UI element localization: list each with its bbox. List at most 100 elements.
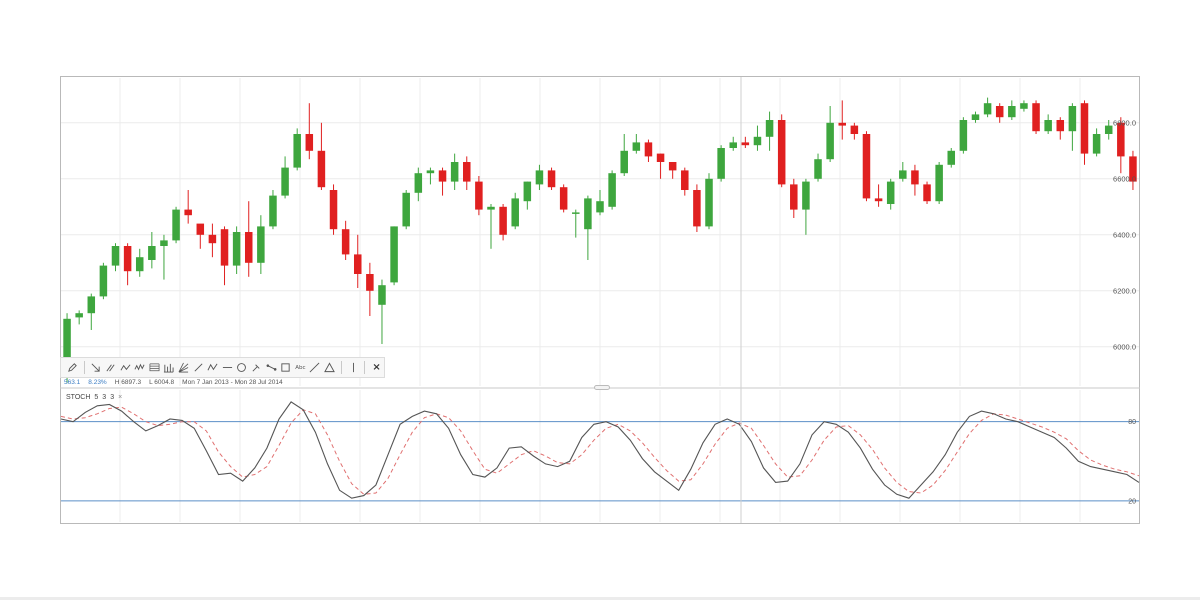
candle: [983, 97, 992, 118]
toolbar-separator: [83, 361, 85, 374]
candle: [765, 111, 774, 151]
price-tick-label: 6800.0: [1113, 118, 1136, 127]
candle-body: [1008, 106, 1016, 118]
candle-body: [184, 209, 192, 216]
bottom-strip: [0, 597, 1200, 600]
candle-body: [765, 120, 774, 137]
change-percent: 8.23%: [88, 379, 107, 386]
candle: [705, 173, 713, 230]
candle: [499, 204, 507, 241]
candle-body: [777, 120, 786, 185]
candle: [220, 226, 229, 286]
candle-body: [329, 190, 338, 230]
vertical-line-icon[interactable]: [347, 361, 360, 375]
rectangle-icon[interactable]: [279, 361, 292, 375]
candle-body: [1056, 120, 1065, 132]
close-icon[interactable]: ×: [372, 362, 381, 373]
candle-body: [1129, 156, 1137, 182]
candle: [341, 220, 350, 260]
candle-body: [523, 181, 532, 202]
zigzag-icon[interactable]: [119, 361, 132, 375]
pencil-icon[interactable]: [66, 361, 79, 375]
price-info-bar: 563.1 8.23% H 6897.3 L 6004.8 Mon 7 Jan …: [64, 379, 283, 389]
price-axis: 6000.0 6200.0 6400.0 6600.0 6800.0: [1113, 118, 1136, 351]
candle-body: [99, 265, 108, 297]
candle-body: [656, 153, 665, 162]
candle: [547, 167, 556, 190]
abc-wave-icon[interactable]: [206, 361, 219, 375]
wave-icon[interactable]: [133, 361, 146, 375]
candle-body: [584, 198, 592, 230]
candle-body: [293, 134, 301, 168]
candle-body: [87, 296, 96, 314]
candle: [281, 156, 289, 199]
ray-icon[interactable]: [309, 361, 322, 375]
candle: [353, 234, 362, 288]
connector-icon[interactable]: [265, 361, 278, 375]
candle: [656, 153, 665, 179]
candle-body: [959, 120, 968, 151]
candle: [366, 262, 374, 316]
candle-body: [160, 240, 168, 246]
candle-body: [632, 142, 641, 151]
pitchfork-icon[interactable]: [250, 361, 263, 375]
candle: [1008, 100, 1016, 120]
candle: [1032, 100, 1040, 134]
stoch-d-line: [60, 406, 1140, 495]
price-tick-label: 6400.0: [1113, 230, 1136, 239]
arrow-icon[interactable]: [90, 361, 103, 375]
candle: [414, 167, 423, 202]
circle-icon[interactable]: [236, 361, 249, 375]
bars-icon[interactable]: [163, 361, 176, 375]
candle-body: [1044, 120, 1052, 132]
candle-body: [802, 181, 810, 210]
candle-body: [899, 170, 907, 179]
candle-body: [487, 206, 495, 210]
candle-body: [63, 318, 71, 378]
candle-body: [305, 134, 314, 151]
candle: [814, 153, 822, 182]
remove-indicator-icon[interactable]: ×: [118, 394, 123, 401]
candle: [608, 170, 616, 210]
candle: [1056, 117, 1065, 140]
candle: [523, 181, 532, 210]
candle: [838, 100, 847, 140]
candle-body: [862, 134, 871, 199]
toolbar-separator: [364, 361, 366, 374]
indicator-param-3: 3: [110, 394, 115, 401]
candle: [959, 117, 968, 154]
candle-body: [753, 136, 762, 146]
candle: [450, 153, 459, 190]
candle-body: [220, 229, 229, 266]
triangle-icon[interactable]: [323, 361, 336, 375]
candle-body: [668, 162, 677, 171]
candle: [426, 167, 435, 185]
candle-body: [923, 184, 931, 202]
candle-body: [729, 142, 737, 148]
trend-line-icon[interactable]: [192, 361, 205, 375]
candle: [329, 184, 338, 235]
candle-body: [644, 142, 653, 157]
candle-body: [1068, 106, 1077, 132]
candle-body: [814, 159, 822, 179]
toolbar-separator: [340, 361, 342, 374]
fib-grid-icon[interactable]: [148, 361, 161, 375]
pane-resize-handle[interactable]: [594, 385, 610, 390]
candle-body: [717, 148, 725, 179]
multi-line-icon[interactable]: [104, 361, 117, 375]
candle: [75, 310, 83, 325]
candle: [620, 134, 628, 176]
stoch-tick-label: 80: [1128, 419, 1136, 426]
candle: [1129, 150, 1137, 190]
candle: [886, 178, 895, 210]
fan-icon[interactable]: [177, 361, 190, 375]
candle: [596, 190, 604, 216]
low-price: L 6004.8: [149, 379, 175, 386]
price-tick-label: 6000.0: [1113, 342, 1136, 351]
text-icon[interactable]: Abc: [295, 364, 306, 371]
date-range: Mon 7 Jan 2013 - Mon 28 Jul 2014: [182, 379, 283, 386]
candle: [148, 232, 156, 269]
candle-body: [826, 122, 834, 160]
horizontal-line-icon[interactable]: [221, 361, 234, 375]
